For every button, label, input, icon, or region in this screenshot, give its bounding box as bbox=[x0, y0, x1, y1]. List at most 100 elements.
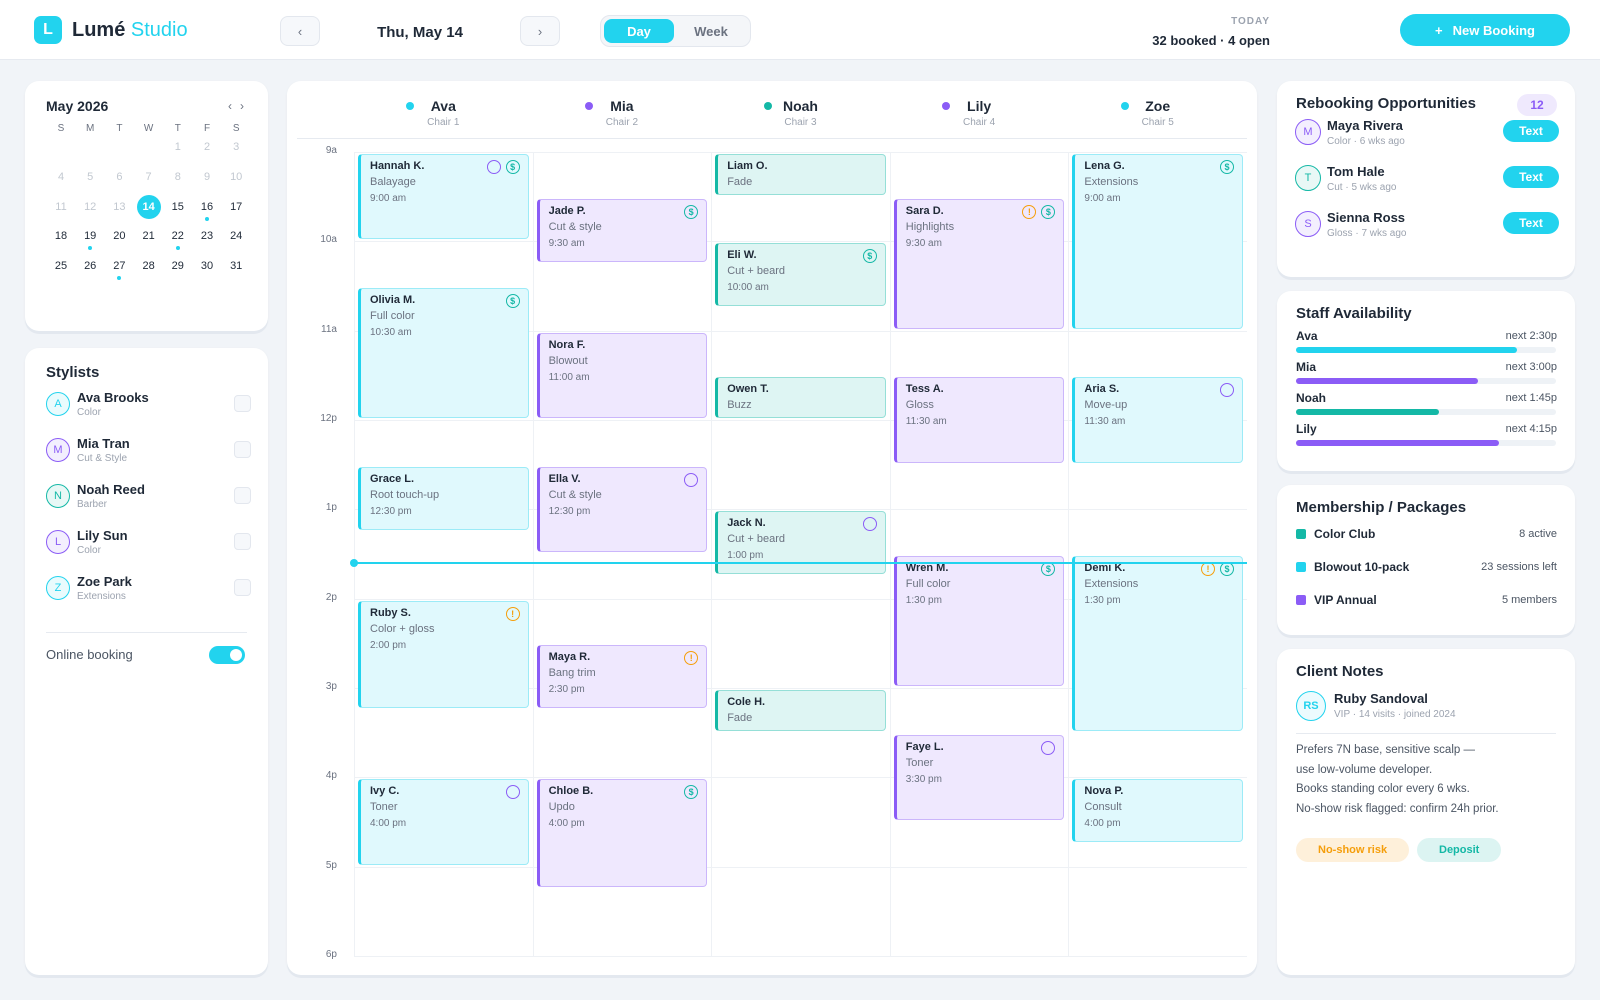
calendar-next[interactable]: › bbox=[240, 99, 244, 113]
stylist-checkbox[interactable] bbox=[234, 441, 251, 458]
calendar-day[interactable]: 22 bbox=[171, 230, 184, 243]
hour-line bbox=[354, 420, 1247, 421]
today-label: TODAY bbox=[1231, 16, 1270, 27]
calendar-day[interactable]: 2 bbox=[203, 141, 211, 153]
brand: Lumé Studio bbox=[72, 19, 188, 42]
appointment[interactable]: Grace L. Root touch-up 12:30 pm bbox=[358, 466, 529, 530]
appointment[interactable]: Demi K. Extensions 1:30 pm $! bbox=[1072, 556, 1243, 731]
appointment[interactable]: Aria S. Move-up 11:30 am bbox=[1072, 377, 1243, 463]
hour-label: 12p bbox=[320, 413, 337, 424]
calendar-day[interactable]: 23 bbox=[200, 230, 214, 243]
calendar-day[interactable]: 28 bbox=[142, 260, 155, 273]
appointment[interactable]: Ivy C. Toner 4:00 pm bbox=[358, 779, 529, 865]
client-name: Liam O. bbox=[727, 160, 768, 172]
calendar-day[interactable]: 29 bbox=[171, 260, 184, 273]
text-button[interactable]: Text bbox=[1503, 120, 1559, 142]
badge: $ bbox=[505, 294, 520, 308]
calendar-day[interactable]: 6 bbox=[116, 170, 123, 183]
appointment[interactable]: Jack N. Cut + beard 1:00 pm bbox=[715, 511, 886, 575]
appointment[interactable]: Cole H. Fade bbox=[715, 690, 886, 731]
stylist-checkbox[interactable] bbox=[234, 487, 251, 504]
calendar-day[interactable]: 4 bbox=[57, 170, 65, 183]
appointment[interactable]: Eli W. Cut + beard 10:00 am $ bbox=[715, 243, 886, 307]
divider bbox=[46, 632, 247, 633]
client-notes-panel: Client Notes RS Ruby Sandoval VIP · 14 v… bbox=[1277, 649, 1575, 975]
calendar-day[interactable]: 9 bbox=[203, 170, 211, 183]
calendar-day[interactable]: 5 bbox=[87, 170, 94, 183]
calendar-day[interactable]: 15 bbox=[171, 200, 184, 213]
service: Extensions bbox=[1084, 176, 1139, 188]
stylist-name: Lily Sun bbox=[77, 528, 128, 543]
hour-line bbox=[354, 152, 1247, 153]
service: Color + gloss bbox=[370, 622, 435, 635]
appointment[interactable]: Ella V. Cut & style 12:30 pm bbox=[536, 466, 708, 552]
appointment[interactable]: Ruby S. Color + gloss 2:00 pm! bbox=[358, 600, 529, 709]
staff-name: Mia bbox=[1296, 360, 1317, 374]
calendar-day[interactable]: 17 bbox=[230, 200, 243, 213]
brand-accent: Studio bbox=[130, 19, 188, 41]
calendar-day[interactable]: 26 bbox=[84, 260, 97, 273]
appointment[interactable]: Jade P. Cut & style 9:30 am $ bbox=[536, 198, 708, 262]
appointment[interactable]: Nova P. Consult 4:00 pm bbox=[1072, 779, 1243, 843]
stylist-checkbox[interactable] bbox=[234, 533, 251, 550]
column-dot bbox=[763, 102, 772, 110]
calendar-day[interactable]: 11 bbox=[55, 200, 67, 213]
appointment[interactable]: Lena G. Extensions 9:00 am $ bbox=[1072, 154, 1243, 329]
prev-day[interactable]: ‹ bbox=[280, 16, 320, 46]
rebooking-panel: Rebooking Opportunities 12 M Maya Rivera C… bbox=[1277, 81, 1575, 277]
calendar-day[interactable]: 27 bbox=[113, 260, 126, 273]
appointment[interactable]: Hannah K. Balayage 9:00 am $ bbox=[358, 154, 529, 240]
appointment[interactable]: Maya R. Bang trim 2:30 pm! bbox=[536, 645, 708, 709]
hour-line bbox=[354, 688, 1247, 689]
stylist-avatar: Z bbox=[46, 576, 70, 600]
calendar-day[interactable]: 14 bbox=[136, 194, 161, 219]
calendar-prev[interactable]: ‹ bbox=[228, 99, 232, 113]
appointment[interactable]: Olivia M. Full color 10:30 am $ bbox=[358, 288, 529, 418]
text-button[interactable]: Text bbox=[1503, 212, 1559, 234]
stylist-checkbox[interactable] bbox=[234, 579, 251, 596]
calendar-day[interactable]: 1 bbox=[174, 141, 181, 153]
stylist-avatar: A bbox=[46, 392, 70, 416]
calendar-day[interactable]: 21 bbox=[142, 230, 155, 243]
appointment[interactable]: Liam O. Fade bbox=[715, 154, 886, 195]
appointment[interactable]: Owen T. Buzz bbox=[715, 377, 886, 418]
text-button[interactable]: Text bbox=[1503, 166, 1559, 188]
view-option[interactable]: Day bbox=[604, 19, 674, 43]
column-chair: Chair 2 bbox=[605, 117, 639, 128]
calendar-day[interactable]: 25 bbox=[54, 260, 68, 273]
time: 1:30 pm bbox=[1084, 595, 1121, 606]
note-indicator bbox=[486, 160, 501, 174]
appointment[interactable]: Chloe B. Updo 4:00 pm $ bbox=[536, 779, 708, 887]
online-toggle[interactable] bbox=[209, 646, 245, 664]
calendar-day[interactable]: 19 bbox=[84, 230, 97, 243]
appointment[interactable]: Sara D. Highlights 9:30 am $! bbox=[893, 198, 1065, 329]
appointment[interactable]: Tess A. Gloss 11:30 am bbox=[893, 377, 1065, 463]
calendar-day[interactable]: 16 bbox=[200, 200, 214, 213]
calendar-day[interactable]: 18 bbox=[54, 230, 68, 243]
booking-dot bbox=[88, 246, 93, 251]
next-day[interactable]: › bbox=[520, 16, 560, 46]
appointment[interactable]: Faye L. Toner 3:30 pm bbox=[893, 734, 1065, 820]
client-name: Nora F. bbox=[548, 338, 586, 351]
calendar-day[interactable]: 31 bbox=[230, 260, 243, 273]
calendar-day[interactable]: 24 bbox=[230, 230, 243, 243]
calendar-day[interactable]: 20 bbox=[113, 230, 126, 243]
new-booking-button[interactable]: + New Booking bbox=[1400, 14, 1570, 46]
calendar-day[interactable]: 13 bbox=[113, 200, 126, 213]
time: 11:30 am bbox=[1084, 416, 1126, 428]
calendar-day[interactable]: 30 bbox=[200, 260, 214, 273]
service: Highlights bbox=[905, 220, 955, 233]
calendar-day[interactable]: 7 bbox=[145, 170, 152, 183]
calendar-day[interactable]: 10 bbox=[230, 170, 243, 183]
hour-label: 2p bbox=[325, 591, 337, 603]
service: Consult bbox=[1084, 801, 1122, 814]
badge: $ bbox=[862, 249, 877, 264]
service: Fade bbox=[727, 176, 753, 188]
stylist-checkbox[interactable] bbox=[234, 395, 251, 412]
appointment[interactable]: Nora F. Blowout 11:00 am bbox=[536, 332, 708, 418]
calendar-day[interactable]: 12 bbox=[84, 200, 97, 213]
view-option[interactable]: Week bbox=[694, 23, 728, 39]
calendar-day[interactable]: 8 bbox=[174, 170, 181, 183]
calendar-day[interactable]: 3 bbox=[233, 141, 240, 153]
appointment[interactable]: Wren M. Full color 1:30 pm $ bbox=[893, 556, 1065, 686]
